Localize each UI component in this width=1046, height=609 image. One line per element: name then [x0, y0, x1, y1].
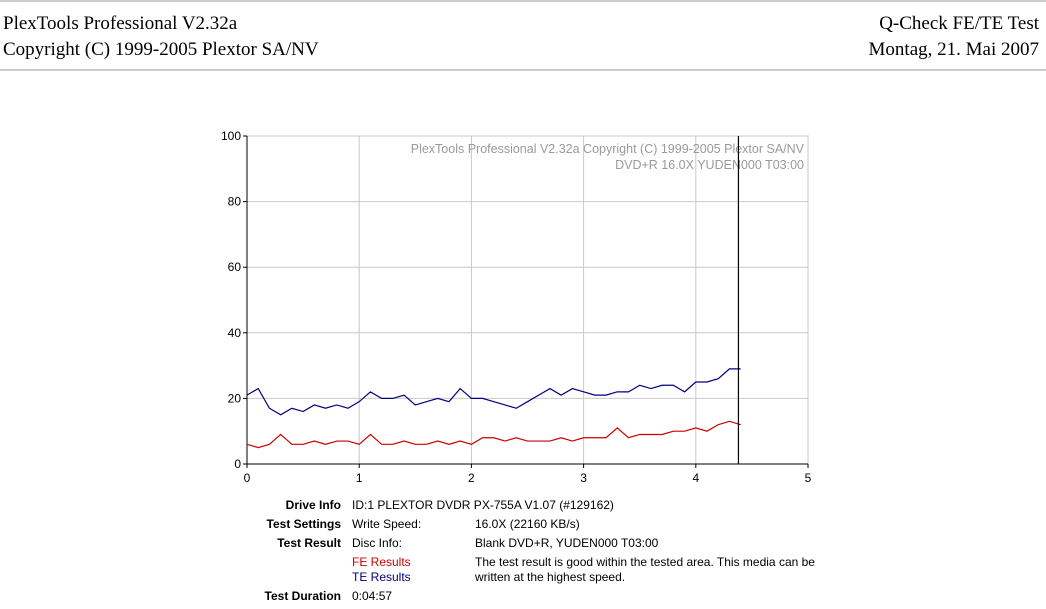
- copyright: Copyright (C) 1999-2005 Plextor SA/NV: [3, 39, 319, 60]
- info-label: Drive Info: [286, 498, 341, 512]
- result-text: written at the highest speed.: [474, 570, 625, 584]
- y-tick-label: 80: [228, 195, 242, 209]
- app-title: PlexTools Professional V2.32a: [3, 13, 238, 34]
- info-value: 0:04:57: [352, 589, 392, 603]
- y-tick-label: 100: [221, 129, 241, 143]
- series-line: [246, 420, 741, 449]
- x-tick-label: 5: [805, 471, 812, 485]
- y-tick-label: 60: [228, 260, 242, 274]
- legend-te: TE Results: [352, 570, 411, 584]
- x-tick-label: 4: [692, 471, 699, 485]
- test-title: Q-Check FE/TE Test: [879, 13, 1040, 34]
- x-tick-label: 2: [468, 471, 475, 485]
- info-table: Drive Info ID:1 PLEXTOR DVDR PX-755A V1.…: [265, 498, 816, 603]
- watermark: DVD+R 16.0X YUDEN000 T03:00: [615, 158, 804, 172]
- watermark: PlexTools Professional V2.32a Copyright …: [411, 142, 805, 156]
- y-tick-label: 40: [228, 326, 242, 340]
- x-tick-label: 1: [356, 471, 363, 485]
- info-value: Blank DVD+R, YUDEN000 T03:00: [475, 536, 659, 550]
- result-text: The test result is good within the teste…: [475, 555, 815, 569]
- legend-fe: FE Results: [352, 555, 411, 569]
- info-key: Disc Info:: [352, 536, 402, 550]
- series-line: [246, 368, 741, 416]
- info-label: Test Duration: [265, 589, 341, 603]
- y-tick-label: 20: [228, 391, 242, 405]
- info-value: ID:1 PLEXTOR DVDR PX-755A V1.07 (#129162…: [352, 498, 614, 512]
- chart: 0 20 40 60 80 100 0 1 2 3 4 5 PlexTools Professional…: [221, 129, 812, 485]
- info-label: Test Settings: [267, 517, 342, 531]
- plot-area: [246, 135, 809, 465]
- info-key: Write Speed:: [352, 517, 421, 531]
- x-tick-label: 0: [244, 471, 251, 485]
- info-label: Test Result: [277, 536, 341, 550]
- y-tick-label: 0: [234, 457, 241, 471]
- info-value: 16.0X (22160 KB/s): [475, 517, 580, 531]
- date: Montag, 21. Mai 2007: [869, 39, 1039, 60]
- x-tick-label: 3: [580, 471, 587, 485]
